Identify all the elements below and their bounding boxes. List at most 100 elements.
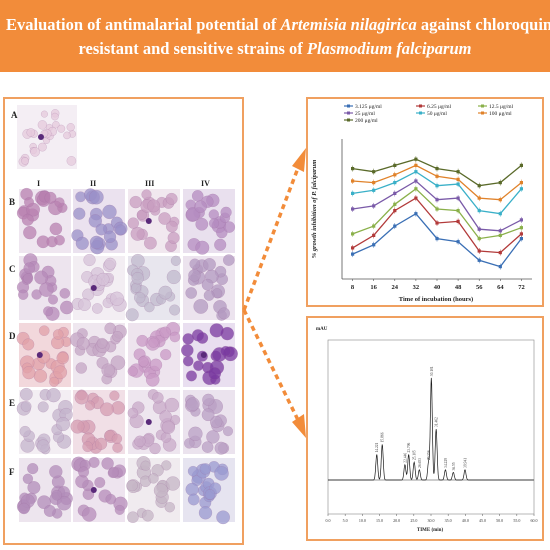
- red-blood-cell: [187, 465, 199, 477]
- red-blood-cell: [201, 441, 214, 453]
- red-blood-cell: [99, 402, 114, 417]
- red-blood-cell: [37, 142, 47, 152]
- red-blood-cell: [209, 323, 224, 338]
- red-blood-cell: [187, 493, 200, 506]
- red-blood-cell: [111, 433, 123, 445]
- legend-label: 50 μg/ml: [427, 111, 447, 117]
- legend-marker: [419, 104, 422, 108]
- red-blood-cell: [214, 238, 227, 251]
- red-blood-cell: [130, 282, 142, 293]
- title-line-1: Evaluation of antimalarial potential of …: [6, 15, 550, 34]
- red-blood-cell: [102, 204, 117, 220]
- red-blood-cell: [22, 366, 36, 380]
- legend-label: 3.125 μg/ml: [355, 104, 382, 110]
- data-point: [498, 265, 502, 269]
- data-point: [456, 177, 460, 181]
- red-blood-cell: [52, 120, 60, 129]
- red-blood-cell: [76, 337, 90, 351]
- red-blood-cell: [159, 326, 172, 339]
- red-blood-cell: [164, 397, 180, 413]
- x-tick-label: 48: [455, 284, 462, 291]
- data-point: [519, 232, 523, 236]
- y-axis-label: % growth inhibition of P. falciparum: [311, 160, 318, 258]
- red-blood-cell: [148, 473, 159, 484]
- red-blood-cell: [165, 220, 178, 233]
- data-point: [456, 196, 460, 200]
- red-blood-cell: [182, 355, 194, 367]
- data-point: [435, 221, 439, 225]
- x-tick-label: 5.0: [343, 518, 348, 523]
- plot-frame: [327, 339, 535, 515]
- red-blood-cell: [26, 128, 36, 137]
- data-point: [456, 170, 460, 174]
- x-tick-label: 64: [497, 284, 504, 291]
- x-tick-label: 16: [370, 284, 377, 291]
- red-blood-cell: [83, 253, 96, 267]
- x-tick-label: 24: [392, 284, 399, 291]
- red-blood-cell: [199, 463, 212, 475]
- x-tick-label: 0.0: [326, 518, 331, 523]
- red-blood-cell: [152, 392, 164, 404]
- red-blood-cell: [19, 425, 31, 437]
- red-blood-cell: [70, 419, 85, 434]
- red-blood-cell: [74, 390, 89, 405]
- red-blood-cell: [141, 189, 152, 200]
- peak-label: 29.356: [427, 450, 431, 460]
- data-point: [477, 258, 481, 262]
- red-blood-cell: [89, 189, 104, 205]
- data-point: [519, 163, 523, 167]
- x-tick-label: 72: [518, 284, 525, 291]
- data-point: [414, 170, 418, 174]
- row-label-e: E: [9, 398, 16, 408]
- red-blood-cell: [143, 236, 157, 250]
- arrowhead-down: [292, 414, 306, 438]
- red-blood-cell: [47, 294, 59, 305]
- x-tick-label: 56: [476, 284, 483, 291]
- red-blood-cell: [22, 473, 34, 485]
- arrow-to-inhibition-chart: [242, 167, 300, 311]
- data-point: [393, 209, 397, 213]
- col-label-i: I: [37, 179, 41, 188]
- data-point: [414, 179, 418, 183]
- red-blood-cell: [34, 270, 49, 285]
- col-label-iii: III: [145, 179, 155, 188]
- red-blood-cell: [114, 504, 125, 515]
- red-blood-cell: [37, 120, 48, 130]
- peak-label: 39.941: [463, 458, 467, 468]
- hplc-chart-panel: mAU TIME (min) 0.0 5.0 10.0 15.0 20.0 25.0 30.…: [306, 316, 544, 541]
- red-blood-cell: [96, 337, 108, 349]
- x-tick-label: 30.0: [428, 518, 435, 523]
- legend-marker: [419, 111, 422, 115]
- legend-marker: [347, 118, 350, 122]
- red-blood-cell: [216, 510, 231, 525]
- data-point: [393, 202, 397, 206]
- data-point: [477, 249, 481, 253]
- red-blood-cell: [110, 355, 126, 371]
- red-blood-cell: [57, 124, 66, 133]
- data-point: [393, 191, 397, 195]
- peak-label: 15.866: [381, 432, 385, 442]
- data-point: [456, 219, 460, 223]
- peak-label: 23.706: [407, 442, 411, 452]
- red-blood-cell: [222, 426, 234, 437]
- red-blood-cell: [189, 258, 201, 270]
- x-tick-label: 50.0: [496, 518, 503, 523]
- red-blood-cell: [222, 254, 235, 266]
- red-blood-cell: [166, 269, 181, 285]
- x-tick-label: 10.0: [359, 518, 366, 523]
- red-blood-cell: [103, 230, 117, 244]
- red-blood-cell: [201, 278, 214, 291]
- data-point: [393, 224, 397, 228]
- data-point: [414, 157, 418, 161]
- red-blood-cell: [217, 307, 231, 320]
- red-blood-cell: [66, 123, 75, 132]
- parasite-nucleus: [145, 218, 152, 224]
- row-label-d: D: [9, 331, 16, 341]
- red-blood-cell: [134, 435, 146, 448]
- peak-label: 25.105: [413, 450, 417, 460]
- red-blood-cell: [193, 298, 209, 314]
- peak-label: 34.229: [444, 458, 448, 468]
- data-point: [498, 229, 502, 233]
- red-blood-cell: [59, 288, 71, 299]
- red-blood-cell: [136, 209, 147, 220]
